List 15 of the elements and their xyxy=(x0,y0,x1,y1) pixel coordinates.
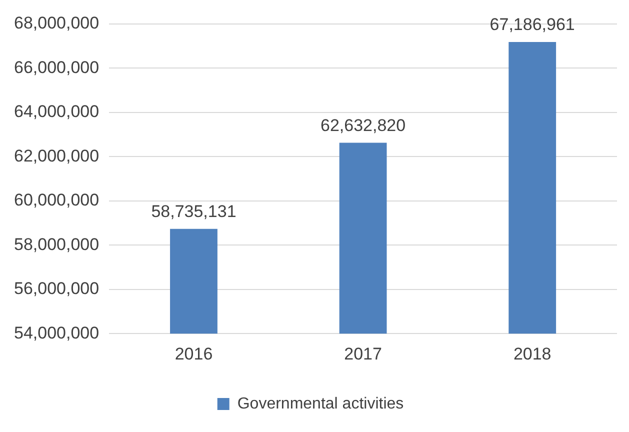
y-tick-label: 58,000,000 xyxy=(14,234,100,254)
x-tick-label: 2018 xyxy=(513,344,552,364)
y-tick-label: 56,000,000 xyxy=(14,279,100,298)
y-tick-label: 54,000,000 xyxy=(14,323,100,342)
data-label: 67,186,961 xyxy=(490,15,575,34)
data-label: 58,735,131 xyxy=(151,202,236,222)
data-label: 62,632,820 xyxy=(320,116,406,135)
y-tick-label: 60,000,000 xyxy=(14,190,100,210)
y-tick-label: 62,000,000 xyxy=(14,146,100,166)
x-tick-label: 2016 xyxy=(174,344,213,364)
y-tick-label: 68,000,000 xyxy=(14,14,100,33)
y-tick-label: 64,000,000 xyxy=(14,102,100,122)
x-tick-label: 2017 xyxy=(344,344,382,364)
legend-label: Governmental activities xyxy=(237,395,404,412)
y-tick-label: 66,000,000 xyxy=(14,58,100,77)
